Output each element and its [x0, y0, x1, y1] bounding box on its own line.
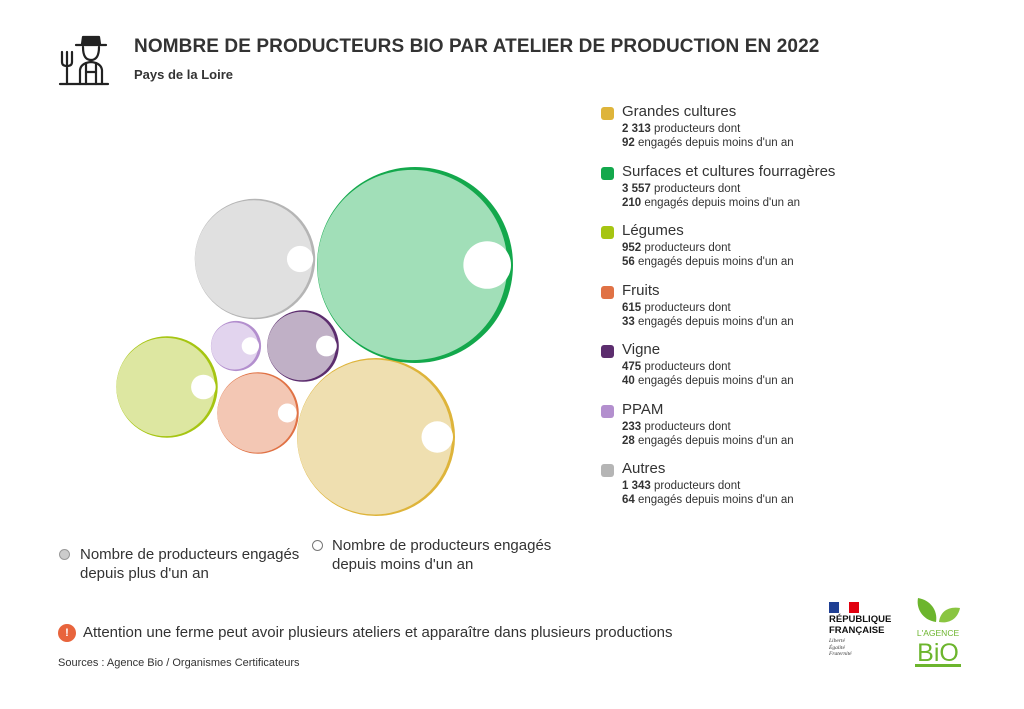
bubble-recent-autres [286, 245, 314, 273]
bubble-recent-ppam [241, 337, 260, 355]
legend-swatch [601, 404, 614, 418]
bubble-chart [116, 167, 513, 517]
legend-swatch [601, 345, 614, 358]
bubble-fourrageres [317, 167, 513, 363]
legend-label: Fruits [622, 281, 660, 299]
bubble-fruits [217, 372, 299, 454]
farmer-icon [58, 35, 110, 86]
recents-value: 92 [622, 137, 635, 149]
agence-bio-logo: L'AGENCE BiO [915, 598, 961, 667]
bubble-ppam [210, 320, 262, 372]
legend-label: Autres [622, 460, 666, 477]
bubble-recent-vigne [316, 335, 337, 357]
french-flag-icon [829, 600, 859, 613]
key-recent-circle [312, 540, 323, 551]
recents-value: 40 [622, 375, 635, 387]
producteurs-value: 475 [622, 361, 642, 373]
legend-label: Légumes [622, 222, 684, 239]
legend-label: Grandes cultures [622, 103, 737, 120]
bubble-recent-grandes-cultures [421, 421, 454, 453]
recents-value: 28 [622, 434, 635, 447]
bubble-recent-legumes [191, 374, 216, 400]
producteurs-value: 2 313 [622, 123, 651, 135]
bubble-older-fruits [217, 373, 297, 453]
recents-value: 56 [622, 256, 635, 268]
bubble-older-grandes-cultures [297, 359, 453, 515]
bubble-recent-fourrageres [463, 241, 511, 289]
legend: Grandes cultures 2 313 producteurs dont … [598, 102, 1018, 519]
producteurs-value: 233 [622, 420, 642, 433]
bubble-older-vigne [267, 311, 336, 381]
warning-icon: ! [58, 624, 76, 642]
producteurs-value: 615 [622, 301, 642, 314]
svg-text:L'AGENCE: L'AGENCE [917, 628, 960, 638]
key-recent-label: Nombre de producteurs engagés depuis moi… [332, 537, 552, 573]
chart-title: NOMBRE DE PRODUCTEURS BIO PAR ATELIER DE… [134, 36, 820, 57]
legend-item-legumes: Légumes 952 producteurs dont 56 engagés … [598, 221, 1018, 281]
legend-label: Surfaces et cultures fourragères [622, 162, 836, 180]
legend-item-autres: Autres 1 343 producteurs dont 64 engagés… [598, 459, 1018, 519]
recents-value: 64 [622, 494, 635, 506]
warning-note: Attention une ferme peut avoir plusieurs… [83, 624, 673, 641]
legend-label: PPAM [622, 400, 664, 418]
producteurs-value: 3 557 [622, 182, 651, 195]
chart-subtitle: Pays de la Loire [134, 67, 233, 82]
key-older-label: Nombre de producteurs engagés depuis plu… [80, 546, 300, 582]
legend-item-fourrageres: Surfaces et cultures fourragères 3 557 p… [598, 162, 1018, 222]
source-text: Sources : Agence Bio / Organismes Certif… [58, 657, 300, 669]
bubble-older-ppam [211, 322, 259, 370]
republique-francaise-logo: RÉPUBLIQUE FRANÇAISE Liberté Égalité Fra… [829, 600, 901, 664]
bubble-older-fourrageres [317, 169, 508, 361]
bubble-older-autres [194, 200, 313, 318]
legend-swatch [601, 107, 614, 120]
legend-swatch [601, 226, 614, 239]
legend-swatch [601, 464, 614, 477]
bubble-grandes-cultures [296, 357, 456, 517]
bubble-vigne [267, 310, 339, 382]
svg-text:BiO: BiO [917, 639, 959, 667]
bubble-older-legumes [116, 337, 215, 437]
legend-item-fruits: Fruits 615 producteurs dont 33 engagés d… [598, 281, 1018, 341]
bubble-legumes [116, 336, 218, 438]
bubble-recent-fruits [277, 403, 297, 423]
bubble-autres [194, 198, 316, 320]
producteurs-value: 1 343 [622, 480, 651, 492]
producteurs-value: 952 [622, 242, 642, 254]
legend-item-vigne: Vigne 475 producteurs dont 40 engagés de… [598, 340, 1018, 400]
legend-item-ppam: PPAM 233 producteurs dont 28 engagés dep… [598, 400, 1018, 460]
legend-swatch [601, 285, 614, 299]
recents-value: 33 [622, 315, 635, 328]
recents-value: 210 [622, 196, 642, 209]
legend-label: Vigne [622, 341, 661, 358]
legend-swatch [601, 166, 614, 180]
legend-item-grandes-cultures: Grandes cultures 2 313 producteurs dont … [598, 102, 1018, 162]
key-older-circle [59, 549, 70, 560]
